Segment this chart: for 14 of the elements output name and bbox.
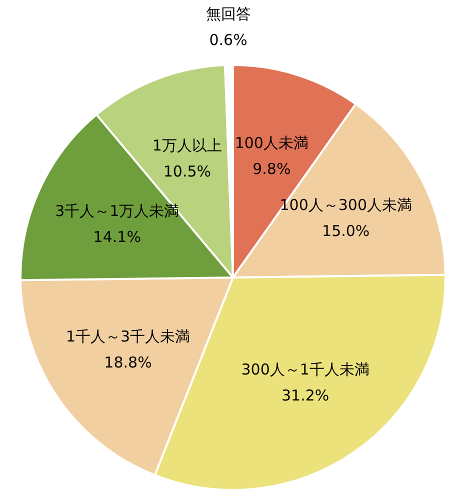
slice-label: 100人未満 xyxy=(234,134,308,152)
slice-label: 1万人以上 xyxy=(152,136,222,154)
slice-label: 300人～1千人未満 xyxy=(241,360,370,378)
slice-label: 100人～300人未満 xyxy=(280,196,412,214)
slice-label: 1千人～3千人未満 xyxy=(66,328,190,346)
data-label: 14.1% xyxy=(93,228,141,246)
slice-label: 無回答 xyxy=(206,4,251,23)
slice-label: 3千人～1万人未満 xyxy=(55,202,180,220)
data-label: 15.0% xyxy=(322,222,370,240)
data-label: 10.5% xyxy=(163,162,212,180)
data-label: 9.8% xyxy=(252,160,291,178)
data-label: 18.8% xyxy=(104,354,152,372)
data-label: 0.6% xyxy=(209,30,248,49)
data-label: 31.2% xyxy=(282,386,330,404)
